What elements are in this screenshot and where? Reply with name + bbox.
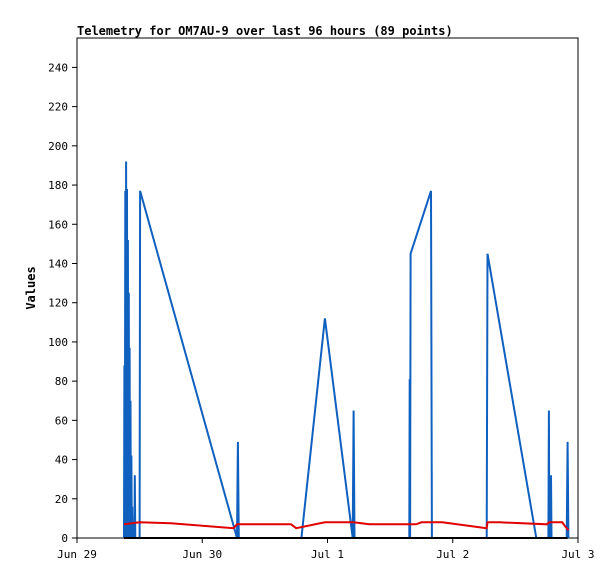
y-tick-label: 0: [61, 532, 68, 545]
y-tick-label: 60: [55, 414, 68, 427]
y-tick-label: 100: [48, 336, 68, 349]
x-tick-label: Jul 2: [436, 548, 469, 561]
series-line-1: [123, 521, 570, 531]
x-tick-label: Jul 3: [561, 548, 594, 561]
y-tick-label: 160: [48, 218, 68, 231]
x-tick-label: Jun 29: [57, 548, 97, 561]
y-tick-label: 120: [48, 297, 68, 310]
x-tick-label: Jul 1: [311, 548, 344, 561]
y-tick-label: 40: [55, 454, 68, 467]
chart-title: Telemetry for OM7AU-9 over last 96 hours…: [77, 24, 453, 38]
y-tick-label: 180: [48, 179, 68, 192]
series-group: [123, 161, 570, 539]
y-axis-label: Values: [24, 266, 38, 309]
x-axis: Jun 29 Jun 30 Jul 1 Jul 2 Jul 3: [57, 538, 595, 561]
y-tick-label: 80: [55, 375, 68, 388]
y-axis: 0 20 40 60 80 100 120 140 160 180 200 220 240: [48, 61, 77, 545]
plot-frame: [76, 37, 579, 539]
y-tick-label: 200: [48, 140, 68, 153]
y-tick-label: 240: [48, 61, 68, 74]
series-line-0: [123, 161, 570, 539]
y-tick-label: 20: [55, 493, 68, 506]
y-tick-label: 220: [48, 101, 68, 114]
x-tick-label: Jun 30: [182, 548, 222, 561]
y-tick-label: 140: [48, 257, 68, 270]
